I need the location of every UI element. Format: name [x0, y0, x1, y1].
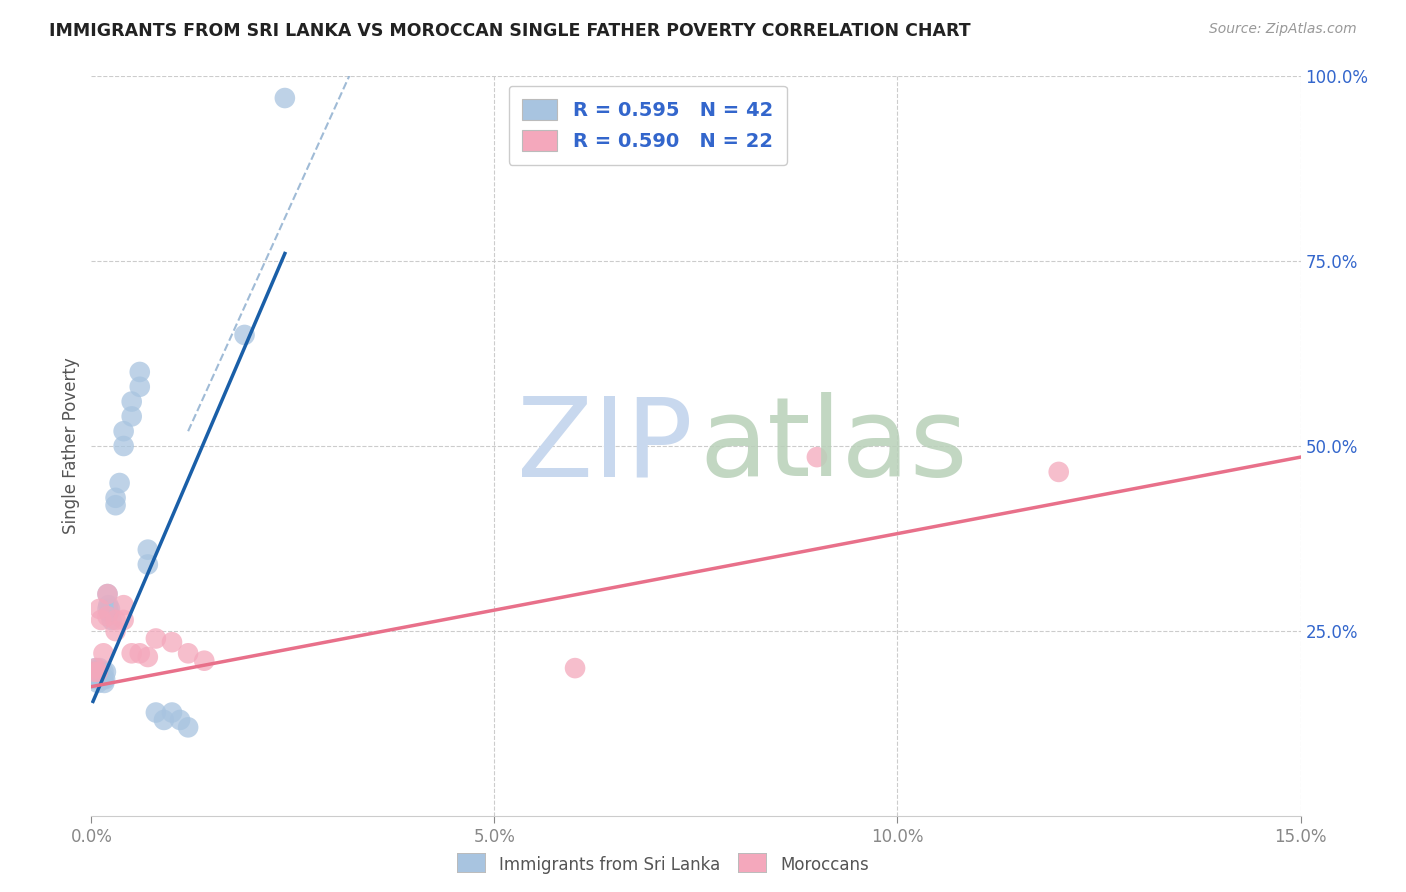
- Point: [136, 558, 159, 572]
- Point: [83, 668, 105, 682]
- Point: [87, 668, 110, 682]
- Point: [89, 672, 111, 686]
- Point: [177, 646, 200, 660]
- Point: [93, 646, 115, 660]
- Point: [153, 713, 176, 727]
- Point: [96, 587, 118, 601]
- Point: [193, 654, 215, 668]
- Point: [87, 676, 110, 690]
- Point: [128, 380, 150, 394]
- Point: [233, 327, 256, 342]
- Point: [89, 672, 111, 686]
- Point: [86, 668, 108, 682]
- Point: [93, 665, 115, 679]
- Point: [1047, 465, 1070, 479]
- Point: [96, 587, 118, 601]
- Point: [84, 672, 107, 686]
- Point: [121, 646, 143, 660]
- Point: [93, 676, 115, 690]
- Point: [274, 91, 297, 105]
- Point: [91, 672, 114, 686]
- Point: [136, 542, 159, 557]
- Point: [112, 439, 135, 453]
- Point: [112, 424, 135, 438]
- Point: [169, 713, 191, 727]
- Point: [160, 706, 183, 720]
- Point: [98, 606, 121, 620]
- Point: [94, 672, 117, 686]
- Point: [104, 624, 127, 639]
- Point: [104, 491, 127, 505]
- Y-axis label: Single Father Poverty: Single Father Poverty: [62, 358, 80, 534]
- Point: [90, 672, 112, 686]
- Point: [128, 646, 150, 660]
- Point: [177, 720, 200, 734]
- Text: Moroccans: Moroccans: [780, 856, 869, 874]
- Legend: R = 0.595   N = 42, R = 0.590   N = 22: R = 0.595 N = 42, R = 0.590 N = 22: [509, 86, 786, 165]
- Point: [89, 602, 111, 616]
- Point: [160, 635, 183, 649]
- Point: [83, 665, 105, 679]
- Point: [89, 661, 111, 675]
- Point: [97, 598, 120, 612]
- Point: [104, 613, 127, 627]
- Point: [84, 661, 107, 675]
- Point: [84, 665, 107, 679]
- Point: [98, 602, 121, 616]
- Point: [83, 665, 105, 679]
- Point: [806, 450, 828, 464]
- Point: [121, 394, 143, 409]
- Point: [90, 613, 112, 627]
- Point: [94, 665, 117, 679]
- Point: [104, 498, 127, 512]
- Point: [564, 661, 586, 675]
- Point: [128, 365, 150, 379]
- Point: [145, 632, 167, 646]
- Text: Source: ZipAtlas.com: Source: ZipAtlas.com: [1209, 22, 1357, 37]
- Point: [112, 598, 135, 612]
- Point: [100, 613, 122, 627]
- Point: [84, 661, 107, 675]
- Point: [145, 706, 167, 720]
- Point: [96, 602, 118, 616]
- Point: [121, 409, 143, 424]
- Text: IMMIGRANTS FROM SRI LANKA VS MOROCCAN SINGLE FATHER POVERTY CORRELATION CHART: IMMIGRANTS FROM SRI LANKA VS MOROCCAN SI…: [49, 22, 970, 40]
- Point: [87, 665, 110, 679]
- Text: ZIP: ZIP: [516, 392, 692, 500]
- Point: [112, 613, 135, 627]
- Point: [136, 650, 159, 665]
- Point: [90, 665, 112, 679]
- Text: atlas: atlas: [700, 392, 969, 500]
- Point: [108, 475, 131, 490]
- Point: [96, 609, 118, 624]
- Text: Immigrants from Sri Lanka: Immigrants from Sri Lanka: [499, 856, 720, 874]
